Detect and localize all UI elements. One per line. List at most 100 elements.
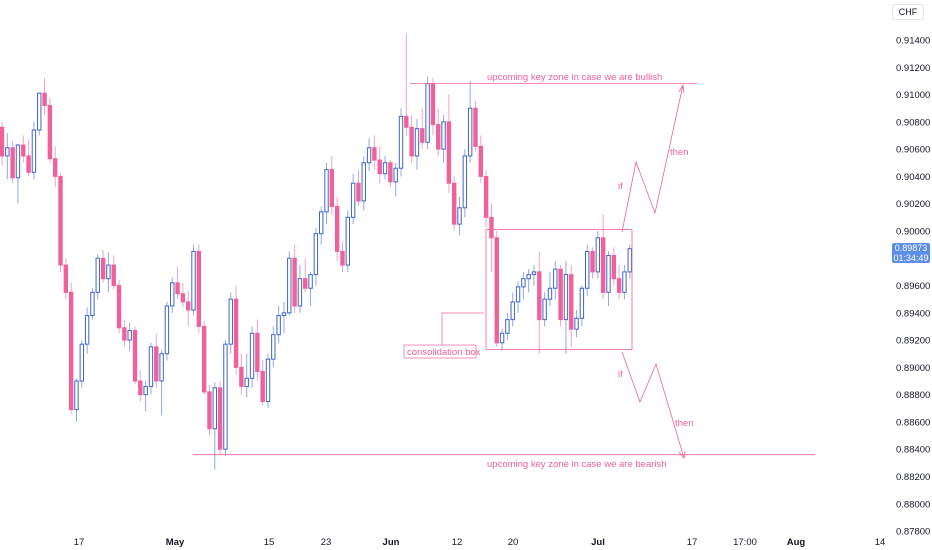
candle-body <box>510 301 515 321</box>
bearish-zone-label: upcoming key zone in case we are bearish <box>487 459 667 470</box>
candle-body <box>462 155 468 209</box>
candle <box>186 290 191 327</box>
candle-body <box>10 147 15 179</box>
candle-body <box>627 248 632 273</box>
candle <box>287 251 292 316</box>
candle-body <box>255 332 260 372</box>
y-tick-label: 0.90800 <box>896 117 930 128</box>
candle <box>574 310 579 338</box>
candle-body <box>90 291 95 317</box>
candle <box>441 115 446 163</box>
candle <box>340 241 345 272</box>
candle-body <box>420 128 425 143</box>
candle <box>74 378 79 422</box>
candle-body <box>574 317 579 330</box>
bearish-path-arrow <box>678 450 686 459</box>
candle-body <box>37 92 42 131</box>
candle-body <box>579 287 585 319</box>
candle <box>233 285 239 375</box>
candle-body <box>478 145 484 177</box>
candle-body <box>329 169 335 207</box>
candle <box>462 149 468 218</box>
x-tick-label: 17:00 <box>733 537 757 548</box>
candle-body <box>398 115 404 169</box>
candle <box>127 322 132 351</box>
x-tick-label: May <box>166 537 185 548</box>
y-tick-label: 0.87800 <box>896 527 930 538</box>
x-axis: 17 May 15 23 Jun 12 20 Jul 17 17:00 Aug 14 <box>74 537 886 548</box>
consolidation-label-box <box>403 344 477 359</box>
candle-body <box>63 264 69 293</box>
candle <box>531 265 537 286</box>
candle-body <box>446 121 452 184</box>
x-tick-label: Jul <box>591 537 605 548</box>
candle-body <box>143 385 148 396</box>
candle-body <box>585 250 590 289</box>
candle <box>132 326 138 384</box>
y-axis: 0.91400 0.91200 0.91000 0.90800 0.90600 0.904… <box>896 36 930 538</box>
candle <box>90 288 95 320</box>
candle-body <box>186 301 191 311</box>
candle-body <box>622 271 627 293</box>
candle-body <box>132 330 138 382</box>
y-tick-label: 0.90600 <box>896 145 930 156</box>
candle-body <box>308 274 313 289</box>
candle <box>15 143 21 204</box>
candle-body <box>361 162 366 202</box>
candle-body <box>436 124 441 150</box>
x-tick-label: 14 <box>875 537 886 548</box>
candle-body <box>521 278 526 288</box>
candle-body <box>382 162 388 175</box>
x-tick-label: 12 <box>452 537 463 548</box>
candle-body <box>473 107 478 147</box>
candle <box>398 108 404 177</box>
candle <box>63 258 69 300</box>
candle <box>606 251 611 306</box>
candle-body <box>600 237 606 293</box>
annotations: consolidation box upcoming key zone in c… <box>193 72 815 470</box>
candle-body <box>260 370 265 402</box>
candle-body <box>53 158 58 177</box>
candle-body <box>409 126 414 157</box>
candle-body <box>531 271 537 276</box>
candle <box>47 97 53 163</box>
candle <box>563 260 569 354</box>
candle <box>430 78 436 136</box>
candle-body <box>212 387 218 430</box>
x-tick-label: Jun <box>383 537 400 548</box>
y-tick-label: 0.88800 <box>896 390 930 401</box>
candle-body <box>303 278 308 289</box>
candle-body <box>430 83 436 126</box>
candle <box>292 244 297 313</box>
candle-body <box>287 257 292 314</box>
countdown-timer: 01:34:49 <box>893 252 929 263</box>
candle-body <box>542 298 547 321</box>
currency-label: CHF <box>892 4 924 20</box>
candle-body <box>414 128 420 157</box>
candle-body <box>154 346 159 382</box>
candle <box>212 382 218 470</box>
y-tick-label: 0.89200 <box>896 336 930 347</box>
candle-body <box>297 278 303 307</box>
candle-body <box>425 83 430 143</box>
candle-body <box>334 205 340 252</box>
bearish-path <box>621 351 685 459</box>
bullish-then-label: then <box>670 147 689 158</box>
candle <box>122 319 127 347</box>
candle <box>95 254 100 300</box>
candle-body <box>223 343 228 450</box>
candle <box>345 210 351 272</box>
candle <box>180 282 186 308</box>
candle-body <box>505 319 510 334</box>
candle-body <box>95 257 100 293</box>
candle <box>569 265 574 347</box>
candle <box>494 230 499 347</box>
candle <box>361 155 366 211</box>
consolidation-box <box>485 229 633 351</box>
candle-body <box>249 332 255 379</box>
candle <box>148 342 154 395</box>
candle <box>350 173 356 225</box>
consolidation-pointer <box>441 312 484 345</box>
y-tick-label: 0.89600 <box>896 281 930 292</box>
